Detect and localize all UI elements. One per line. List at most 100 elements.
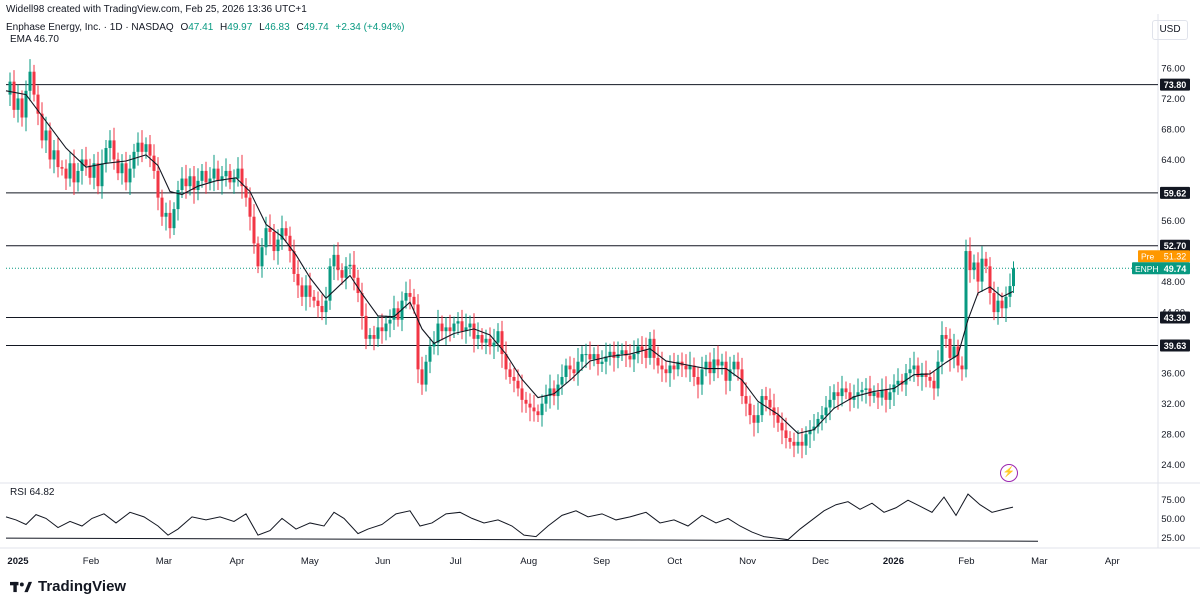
candle-body <box>532 407 536 412</box>
candle-body <box>392 308 396 320</box>
candle-body <box>612 351 616 358</box>
candle-body <box>104 148 108 164</box>
candle-body <box>988 266 992 294</box>
candle-body <box>164 212 168 217</box>
candle-body <box>272 231 276 252</box>
level-tag-label: 73.80 <box>1164 80 1187 90</box>
candle-body <box>44 130 48 141</box>
candle-body <box>280 228 284 240</box>
candle-body <box>84 159 88 166</box>
level-tag-label: 52.70 <box>1164 241 1187 251</box>
candle-body <box>380 327 384 332</box>
tradingview-logo: TradingView <box>10 578 126 595</box>
candle-body <box>168 212 172 229</box>
x-tick-label: Mar <box>156 556 172 567</box>
candle-body <box>32 71 36 95</box>
candle-body <box>832 392 836 400</box>
candle-body <box>624 350 628 356</box>
candle-body <box>476 335 480 339</box>
rsi-tick-label: 25.00 <box>1161 533 1185 544</box>
x-tick-label: Oct <box>667 556 682 567</box>
candle-body <box>88 165 92 178</box>
candle-body <box>288 235 292 252</box>
level-tag-label: 43.30 <box>1164 313 1187 323</box>
pre-market-tag-value: 51.32 <box>1164 252 1187 262</box>
candle-body <box>780 422 784 431</box>
candle-body <box>888 392 892 400</box>
candle-body <box>880 389 884 398</box>
candle-body <box>580 354 584 362</box>
rsi-value: 64.82 <box>29 487 55 498</box>
candle-body <box>24 90 28 118</box>
open-value: 47.41 <box>188 22 214 33</box>
candle-body <box>28 71 32 91</box>
candle-body <box>480 335 484 343</box>
candle-body <box>876 392 880 398</box>
y-tick-label: 56.00 <box>1161 216 1185 227</box>
candle-body <box>468 323 472 328</box>
candle-body <box>56 150 60 168</box>
candle-body <box>860 389 864 393</box>
candle-body <box>232 178 236 183</box>
candle-body <box>236 168 240 179</box>
candle-body <box>820 415 824 419</box>
candle-body <box>812 426 816 431</box>
candle-body <box>852 396 856 400</box>
candle-body <box>844 388 848 393</box>
candle-body <box>416 304 420 370</box>
x-tick-label: Apr <box>1105 556 1120 567</box>
candle-body <box>364 315 368 339</box>
ema-legend[interactable]: EMA 46.70 <box>10 34 59 45</box>
candle-body <box>668 365 672 374</box>
candle-body <box>500 331 504 355</box>
candle-body <box>384 323 388 332</box>
candle-body <box>592 354 596 360</box>
candle-body <box>552 388 556 397</box>
close-value: 49.74 <box>303 22 329 33</box>
rsi-tick-label: 75.00 <box>1161 495 1185 506</box>
candle-body <box>560 376 564 385</box>
candle-body <box>664 369 668 374</box>
candle-body <box>160 197 164 217</box>
candle-body <box>40 113 44 141</box>
candle-body <box>336 254 340 271</box>
level-tag <box>1160 78 1190 91</box>
rsi-trendline <box>5 537 1039 542</box>
candle-body <box>740 369 744 397</box>
symbol-title[interactable]: Enphase Energy, Inc. · 1D · NASDAQ <box>6 22 174 33</box>
candle-body <box>196 180 200 190</box>
candle-body <box>108 140 112 149</box>
candle-body <box>464 327 468 332</box>
ema-label: EMA <box>10 34 32 45</box>
candle-body <box>788 438 792 442</box>
candle-body <box>424 361 428 385</box>
change-value: +2.34 (+4.94%) <box>335 22 405 33</box>
y-tick-label: 68.00 <box>1161 124 1185 135</box>
candle-body <box>1008 286 1012 297</box>
candle-body <box>428 346 432 362</box>
candle-body <box>16 98 20 110</box>
candle-body <box>768 399 772 408</box>
candle-body <box>284 228 288 236</box>
candle-body <box>496 331 500 343</box>
candle-body <box>308 285 312 297</box>
flash-icon[interactable]: ⚡ <box>1000 464 1018 482</box>
candle-body <box>848 392 852 400</box>
candle-body <box>216 168 220 181</box>
candle-body <box>208 178 212 183</box>
candle-body <box>764 396 768 400</box>
candle-body <box>736 361 740 370</box>
y-tick-label: 48.00 <box>1161 277 1185 288</box>
candle-body <box>1000 300 1004 309</box>
currency-button[interactable]: USD <box>1152 20 1188 40</box>
rsi-legend[interactable]: RSI 64.82 <box>10 487 54 498</box>
candle-body <box>432 342 436 347</box>
candle-body <box>732 361 736 370</box>
x-tick-label: Mar <box>1031 556 1047 567</box>
x-tick-label: Jul <box>450 556 462 567</box>
candle-body <box>884 389 888 400</box>
y-tick-label: 28.00 <box>1161 430 1185 441</box>
candle-body <box>124 163 128 183</box>
level-tag <box>1160 186 1190 199</box>
